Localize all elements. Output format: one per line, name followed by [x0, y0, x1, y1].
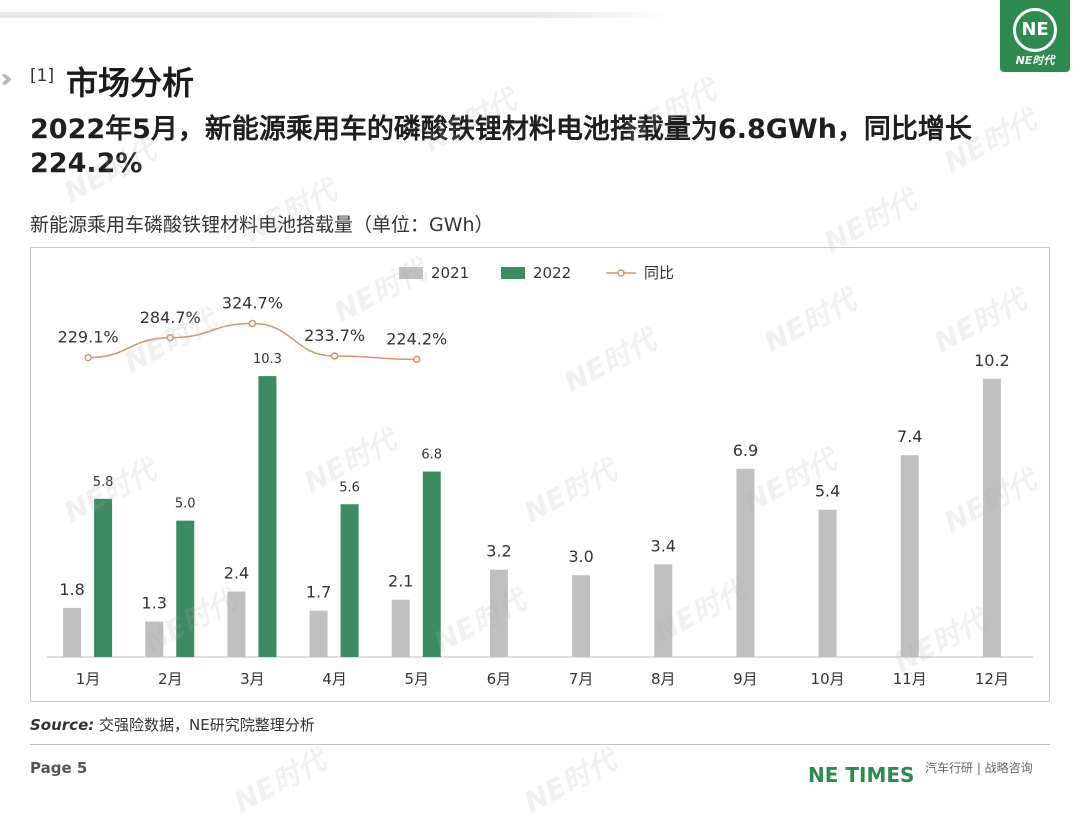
bar-2021	[982, 378, 1001, 657]
footer-brand: NE TIMES	[808, 763, 915, 787]
x-tick-label: 2月	[158, 670, 183, 688]
bar-value-label: 5.0	[175, 497, 196, 512]
yoy-point	[248, 319, 257, 328]
section-title: 市场分析	[66, 64, 195, 102]
x-tick-label: 10月	[811, 670, 845, 688]
wechat-caption: 汽车行研 | 战略咨询	[925, 761, 1033, 775]
bar-value-label: 7.4	[897, 427, 922, 446]
bar-value-label: 1.3	[142, 594, 167, 613]
yoy-value-label: 284.7%	[140, 308, 201, 327]
logo-caption: NE时代	[1015, 54, 1055, 67]
bar-value-label: 2.1	[388, 572, 413, 591]
legend-label-2021: 2021	[431, 264, 469, 282]
yoy-value-label: 324.7%	[222, 293, 283, 312]
bar-2021	[736, 468, 755, 657]
bar-2021	[818, 509, 837, 657]
x-tick-label: 8月	[651, 670, 676, 688]
bar-value-label: 3.4	[651, 536, 676, 555]
x-tick-label: 11月	[893, 670, 927, 688]
bar-value-label: 6.8	[421, 448, 442, 463]
bar-2022	[258, 376, 277, 657]
bar-2021	[900, 455, 919, 657]
bar-2021	[391, 599, 410, 657]
yoy-value-label: 233.7%	[304, 326, 365, 345]
brand-logo: NE NE时代	[1000, 0, 1070, 72]
watermark: NE时代	[228, 743, 332, 820]
legend-swatch-2021	[399, 267, 423, 279]
headline: 2022年5月，新能源乘用车的磷酸铁锂材料电池搭载量为6.8GWh，同比增长22…	[30, 114, 972, 179]
yoy-point	[330, 352, 339, 360]
bar-2022	[94, 498, 113, 657]
x-tick-label: 9月	[733, 670, 758, 688]
bar-2021	[654, 564, 673, 657]
yoy-value-label: 229.1%	[58, 328, 119, 347]
x-tick-label: 6月	[487, 670, 512, 688]
bar-value-label: 3.0	[568, 547, 593, 566]
bar-2021	[145, 621, 164, 657]
bar-2021	[309, 610, 328, 657]
yoy-point	[166, 334, 174, 342]
yoy-point	[84, 353, 92, 362]
x-tick-label: 4月	[322, 670, 347, 688]
bar-2021	[227, 591, 246, 657]
chart-frame: 1月 1.8 5.8 2月 1.3 5.0 3月 2.4 10.3 4月 1.7 5.6 5月 2.1 6.…	[30, 247, 1050, 702]
bar-value-label: 5.8	[93, 475, 114, 490]
x-tick-label: 5月	[404, 670, 429, 688]
logo-mark-icon: NE	[1013, 8, 1057, 52]
legend-label-yoy: 同比	[644, 264, 674, 282]
watermark: NE时代	[518, 743, 622, 820]
bar-value-label: 3.2	[486, 542, 511, 561]
page-number: Page 5	[30, 759, 88, 777]
bar-2022	[176, 520, 195, 657]
footer-rule	[30, 744, 1050, 745]
top-rule	[0, 12, 670, 18]
chart-title: 新能源乘用车磷酸铁锂材料电池搭载量（单位：GWh）	[30, 214, 494, 236]
yoy-value-label: 224.2%	[386, 329, 447, 348]
bar-value-label: 6.9	[733, 441, 758, 460]
x-tick-label: 7月	[569, 670, 594, 688]
bar-2022	[422, 471, 441, 657]
legend-label-2022: 2022	[533, 264, 571, 282]
bar-2022	[340, 504, 359, 657]
x-tick-label: 1月	[76, 670, 101, 688]
bar-2021	[489, 569, 508, 657]
bar-2021	[572, 575, 591, 657]
section-number: [1]	[30, 66, 55, 86]
bar-value-label: 1.7	[306, 583, 331, 602]
yoy-point	[413, 355, 421, 364]
source-note: Source: 交强险数据，NE研究院整理分析	[30, 714, 315, 735]
legend-swatch-2022	[501, 267, 525, 279]
bar-value-label: 5.6	[339, 480, 360, 495]
x-tick-label: 12月	[975, 670, 1009, 688]
bar-value-label: 5.4	[815, 482, 840, 501]
bar-value-label: 10.2	[974, 351, 1010, 370]
source-text: 交强险数据，NE研究院整理分析	[94, 716, 315, 734]
chevron-right-icon: ›››	[0, 64, 14, 94]
bar-value-label: 1.8	[59, 580, 84, 599]
bar-2021	[63, 607, 82, 657]
legend-marker-yoy	[617, 269, 625, 277]
bar-value-label: 10.3	[253, 352, 282, 367]
bar-line-chart: 1月 1.8 5.8 2月 1.3 5.0 3月 2.4 10.3 4月 1.7 5.6 5月 2.1 6.…	[47, 264, 1033, 688]
bar-value-label: 2.4	[224, 564, 249, 583]
x-tick-label: 3月	[240, 670, 265, 688]
source-label: Source:	[30, 716, 95, 734]
